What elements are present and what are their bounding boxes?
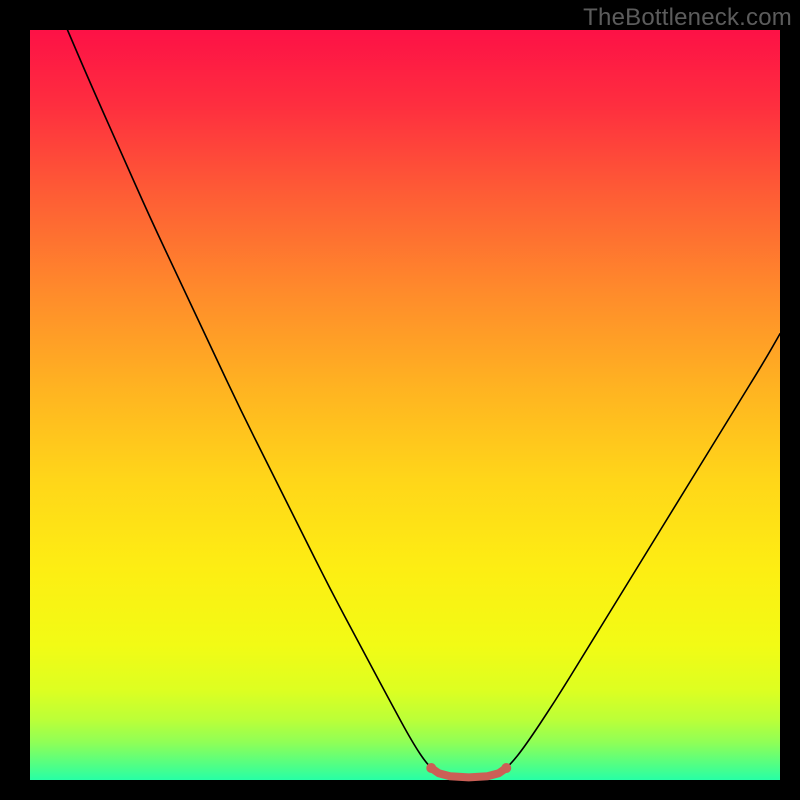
watermark-text: TheBottleneck.com [583,4,792,32]
plot-background [30,30,780,780]
optimal-range-endpoint [501,763,511,773]
bottleneck-chart [0,0,800,800]
chart-container: TheBottleneck.com [0,0,800,800]
optimal-range-endpoint [426,763,436,773]
